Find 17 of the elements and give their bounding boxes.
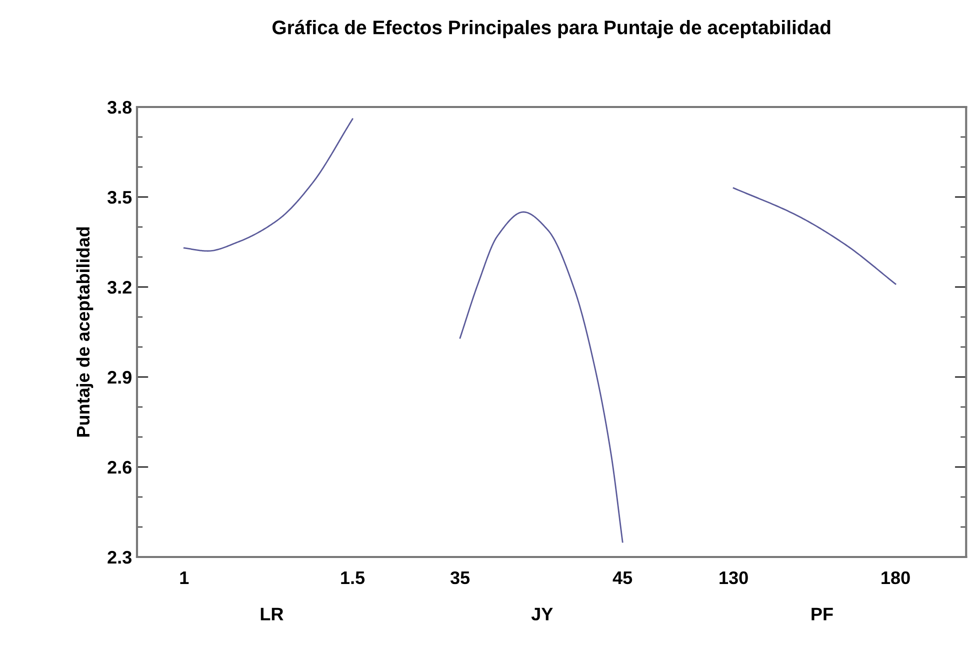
y-tick-label: 3.2: [107, 280, 132, 294]
x-axis-title: LR: [260, 608, 284, 620]
text: Gráfica de Efectos Principales para Puntaje de aceptabilidad: [272, 20, 830, 38]
y-tick-label: 3.8: [107, 100, 132, 114]
x-tick-label: 130: [720, 571, 748, 584]
x-tick-label: 35: [450, 571, 470, 584]
y-tick-label: 2.3: [108, 550, 132, 564]
x-tick-label: 1.5: [341, 572, 365, 584]
y-tick-label: 2.6: [108, 460, 132, 474]
x-tick-label: 180: [882, 571, 910, 584]
y-tick-label: 3.5: [107, 190, 132, 204]
x-tick-label: 1: [180, 572, 189, 584]
y-tick-label: 2.9: [108, 370, 132, 384]
x-tick-label: 45: [612, 572, 632, 584]
y-axis-title: Puntaje de aceptabilidad: [76, 227, 94, 437]
x-axis-title: JY: [531, 608, 553, 620]
x-axis-title: PF: [812, 608, 833, 620]
